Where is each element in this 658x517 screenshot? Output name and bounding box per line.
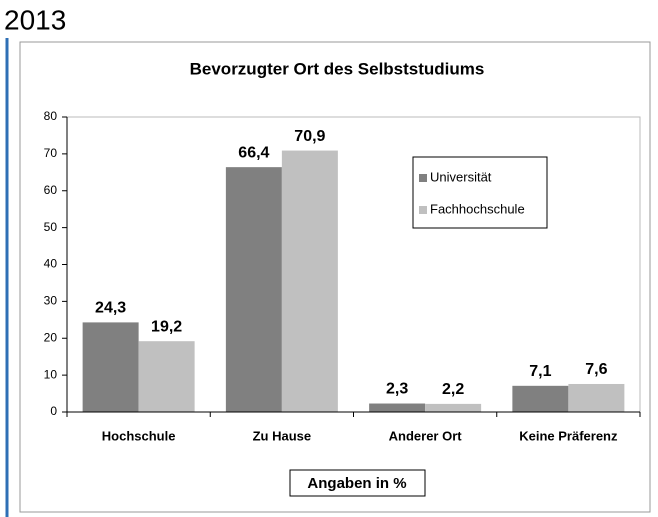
bar	[225, 167, 282, 412]
y-tick-label: 20	[44, 330, 58, 344]
bar	[281, 150, 338, 412]
y-tick-label: 30	[44, 294, 58, 308]
data-label: 19,2	[151, 318, 182, 335]
legend-label: Universität	[430, 169, 492, 184]
y-tick-label: 80	[44, 109, 58, 123]
y-tick-label: 50	[44, 220, 58, 234]
bar	[512, 385, 569, 412]
data-label: 24,3	[95, 300, 126, 317]
legend-label: Fachhochschule	[430, 201, 525, 216]
y-tick-label: 0	[50, 404, 57, 418]
y-tick-label: 10	[44, 367, 58, 381]
y-tick-label: 40	[44, 257, 58, 271]
chart-title: Bevorzugter Ort des Selbststudiums	[190, 59, 485, 78]
data-label: 2,2	[442, 381, 464, 398]
y-tick-label: 70	[44, 146, 58, 160]
bar	[369, 403, 426, 412]
x-tick-label: Keine Präferenz	[519, 428, 618, 443]
data-label: 70,9	[294, 128, 325, 145]
data-label: 66,4	[238, 144, 269, 161]
bar	[82, 322, 139, 412]
x-tick-label: Anderer Ort	[389, 428, 463, 443]
x-tick-label: Hochschule	[102, 428, 176, 443]
legend-box	[412, 156, 548, 229]
bar	[138, 341, 195, 412]
legend-swatch	[419, 174, 427, 182]
annotation: Angaben in %	[307, 475, 406, 492]
heading: 2013	[4, 4, 66, 35]
data-label: 7,1	[529, 363, 551, 380]
legend-swatch	[419, 206, 427, 214]
x-tick-label: Zu Hause	[253, 428, 312, 443]
annotation-box	[289, 469, 426, 497]
y-tick-label: 60	[44, 183, 58, 197]
bar	[425, 403, 482, 412]
bar	[568, 383, 625, 412]
data-label: 7,6	[585, 361, 607, 378]
data-label: 2,3	[386, 381, 408, 398]
